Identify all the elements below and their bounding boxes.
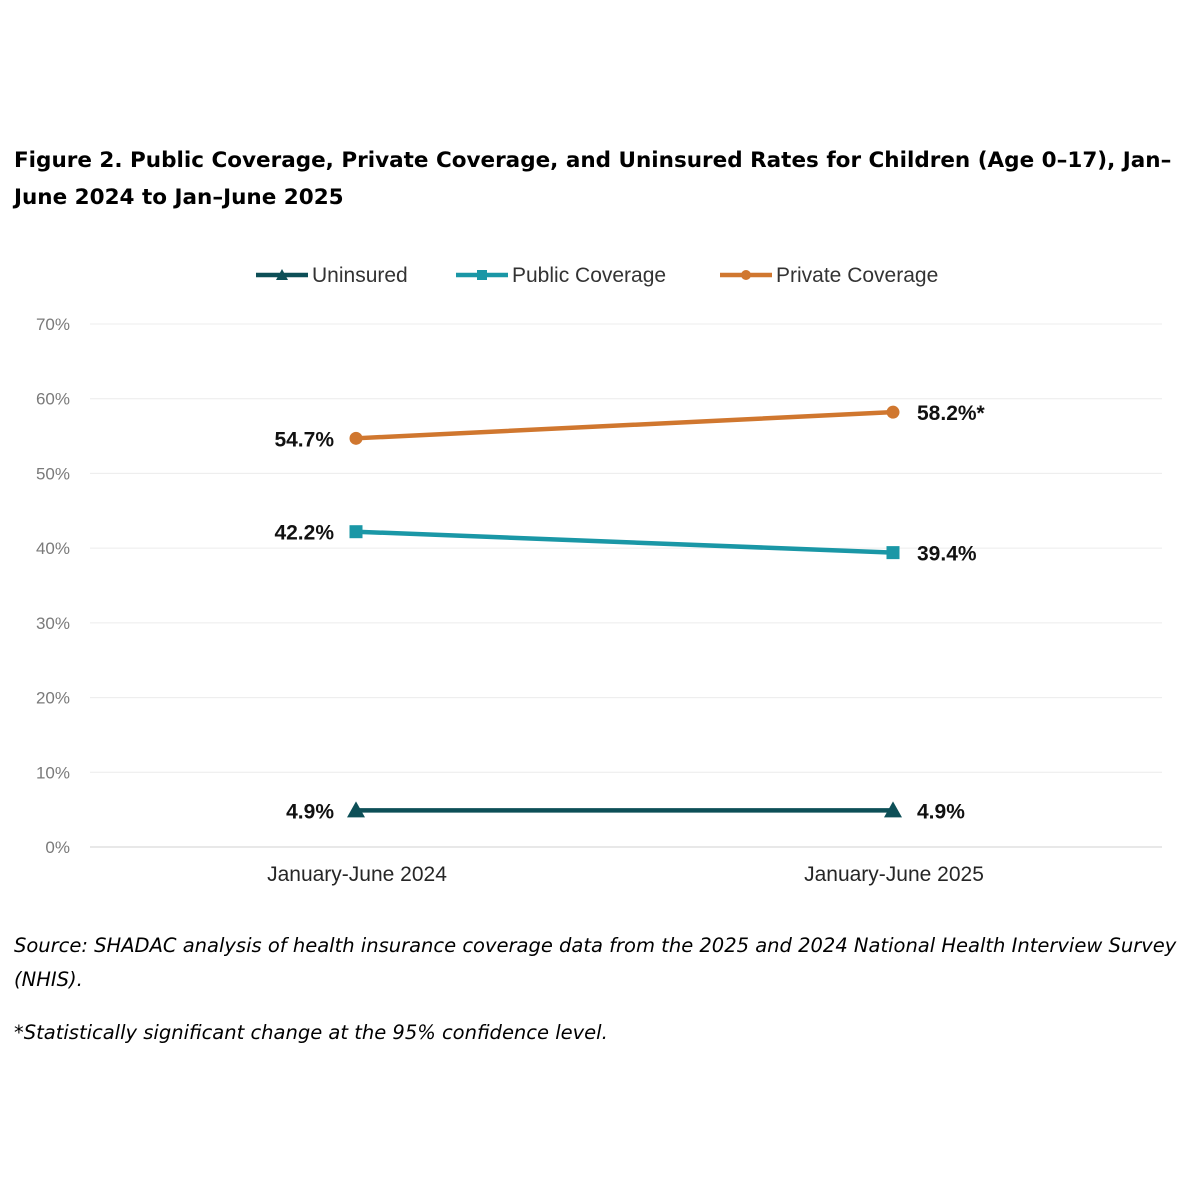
series-line-private-coverage: [353, 409, 896, 441]
y-tick-label: 30%: [36, 614, 70, 633]
x-axis: January-June 2024 January-June 2025: [267, 863, 984, 886]
legend-item-private-coverage: Private Coverage: [720, 264, 938, 287]
data-label-private-coverage: 58.2%*: [917, 402, 986, 425]
data-label-private-coverage: 54.7%: [274, 428, 334, 451]
data-point-private-coverage: [349, 431, 363, 445]
legend-item-uninsured: Uninsured: [256, 264, 408, 287]
data-label-public-coverage: 42.2%: [274, 522, 334, 545]
line-chart: Uninsured Public Coverage Private Coverage…: [36, 264, 1162, 886]
data-point-public-coverage: [886, 546, 900, 560]
y-tick-label: 0%: [45, 838, 70, 857]
y-tick-label: 10%: [36, 763, 70, 782]
legend-marker: [477, 270, 487, 280]
series-private-coverage: 54.7% 58.2%*: [274, 402, 985, 451]
x-tick-label: January-June 2024: [267, 863, 447, 886]
y-tick-label: 70%: [36, 315, 70, 334]
legend-marker: [276, 269, 288, 280]
data-point-public-coverage: [349, 525, 363, 539]
y-axis: 0% 10% 20% 30% 40% 50% 60% 70%: [36, 315, 70, 857]
data-label-uninsured: 4.9%: [917, 800, 965, 823]
data-point-uninsured: [347, 801, 365, 818]
chart-gridlines: [90, 323, 1162, 848]
y-tick-label: 40%: [36, 539, 70, 558]
data-label-uninsured: 4.9%: [286, 800, 334, 823]
y-tick-label: 50%: [36, 464, 70, 483]
chart-series: 4.9% 4.9% 42.2% 39.4% 54.7% 58.2%*: [274, 402, 985, 823]
chart-title: Figure 2. Public Coverage, Private Cover…: [14, 148, 1172, 210]
y-tick-label: 20%: [36, 689, 70, 708]
series-line-public-coverage: [353, 529, 896, 555]
data-point-uninsured: [884, 801, 902, 818]
chart-legend: Uninsured Public Coverage Private Coverage: [256, 264, 938, 287]
legend-label: Public Coverage: [512, 264, 666, 287]
legend-item-public-coverage: Public Coverage: [456, 264, 666, 287]
source-note: Source: SHADAC analysis of health insura…: [14, 934, 1177, 991]
data-label-public-coverage: 39.4%: [917, 543, 977, 566]
y-tick-label: 60%: [36, 390, 70, 409]
legend-label: Uninsured: [312, 264, 408, 287]
significance-footnote: *Statistically significant change at the…: [14, 1021, 608, 1044]
series-uninsured: 4.9% 4.9%: [286, 800, 965, 823]
legend-label: Private Coverage: [776, 264, 938, 287]
data-point-private-coverage: [886, 405, 900, 419]
series-public-coverage: 42.2% 39.4%: [274, 522, 976, 566]
legend-marker: [741, 270, 751, 280]
x-tick-label: January-June 2025: [804, 863, 984, 886]
